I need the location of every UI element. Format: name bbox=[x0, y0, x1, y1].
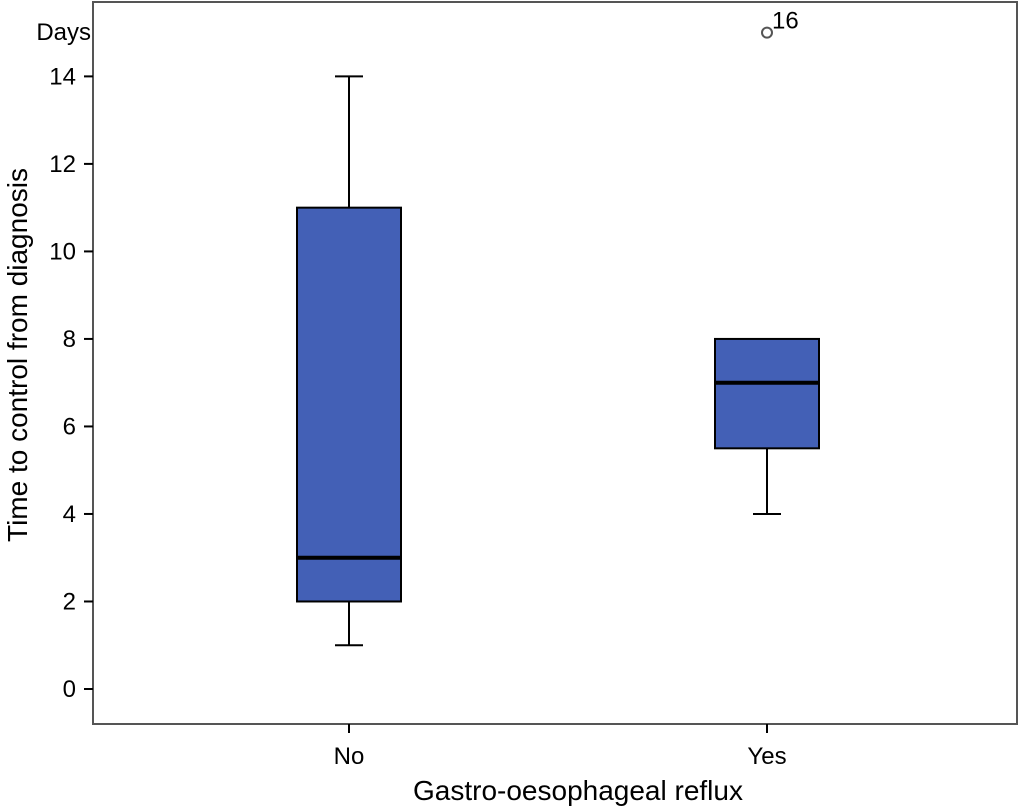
y-tick-label: 2 bbox=[63, 588, 76, 615]
box-no bbox=[296, 75, 402, 647]
y-tick-label: 6 bbox=[63, 413, 76, 440]
unit-label: Days bbox=[36, 19, 91, 46]
y-tick-label: 8 bbox=[63, 326, 76, 353]
outlier-label: 16 bbox=[772, 8, 799, 35]
outliers-layer: 16 bbox=[761, 8, 799, 39]
y-tick-label: 10 bbox=[49, 238, 76, 265]
x-axis-title: Gastro-oesophageal reflux bbox=[413, 775, 743, 806]
boxes-layer bbox=[296, 75, 820, 647]
x-axis-ticks: No Yes bbox=[334, 724, 787, 770]
y-tick-label: 12 bbox=[49, 151, 76, 178]
y-tick-label: 4 bbox=[63, 501, 76, 528]
iqr-box bbox=[714, 337, 820, 450]
plot-frame bbox=[92, 1, 1018, 725]
y-axis-ticks: 0 2 4 6 8 10 12 14 bbox=[49, 63, 93, 703]
y-tick-label: 14 bbox=[49, 63, 76, 90]
iqr-box bbox=[296, 206, 402, 603]
y-axis-title: Time to control from diagnosis bbox=[2, 168, 33, 542]
x-tick-label: Yes bbox=[747, 743, 786, 770]
outlier-point bbox=[761, 26, 773, 39]
box-yes bbox=[714, 337, 820, 515]
y-tick-label: 0 bbox=[63, 676, 76, 703]
x-tick-label: No bbox=[334, 743, 365, 770]
